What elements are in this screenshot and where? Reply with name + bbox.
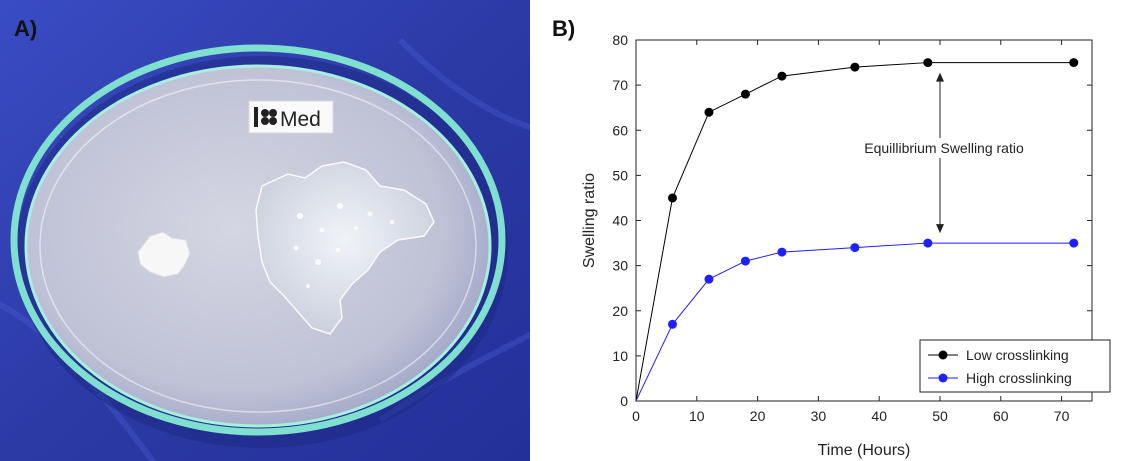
brand-label-card: Med — [248, 100, 334, 134]
x-tick-label: 70 — [1054, 408, 1070, 424]
legend-label: High crosslinking — [966, 370, 1072, 386]
series-line — [635, 242, 1074, 402]
y-tick-label: 70 — [612, 77, 628, 93]
chart-panel: B) 0 10 20 30 40 50 60 70 0 10 20 30 40 50 60 70 80 Time … — [552, 16, 1111, 459]
data-point — [740, 256, 750, 266]
data-point — [777, 71, 787, 81]
y-tick-label: 20 — [612, 303, 628, 319]
dry-sample — [137, 231, 191, 278]
photo-panel: Med A) — [0, 0, 530, 461]
annotation-arrow-head-down — [936, 224, 944, 234]
y-tick-label: 30 — [612, 258, 628, 274]
x-tick-label: 60 — [993, 408, 1009, 424]
x-tick-label: 40 — [871, 408, 887, 424]
series-line — [635, 62, 1074, 402]
series-low-crosslinking — [635, 58, 1079, 402]
data-point — [667, 319, 677, 329]
data-point — [667, 193, 677, 203]
y-tick-label: 50 — [612, 167, 628, 183]
petri-dish-rim — [10, 44, 506, 436]
panel-a-label: A) — [14, 16, 37, 41]
data-point — [850, 243, 860, 253]
legend-box — [919, 339, 1111, 393]
data-point — [704, 274, 714, 284]
x-tick-label: 10 — [689, 408, 705, 424]
x-tick-label: 30 — [811, 408, 827, 424]
y-tick-label: 0 — [620, 393, 628, 409]
y-tick-label: 40 — [612, 213, 628, 229]
data-point — [1069, 58, 1079, 68]
annotation-arrow-head-up — [936, 72, 944, 82]
data-point — [740, 89, 750, 99]
x-tick-label: 20 — [750, 408, 766, 424]
data-point — [777, 247, 787, 257]
legend-swatch-marker — [938, 373, 948, 383]
data-point — [923, 238, 933, 248]
gel-bubbles — [293, 203, 394, 288]
brand-label-text: Med — [280, 108, 321, 131]
y-tick-label: 60 — [612, 122, 628, 138]
panel-b-label: B) — [552, 16, 575, 41]
petri-dish-highlight — [39, 79, 477, 413]
data-point — [1069, 238, 1079, 248]
annotation-label-bg — [860, 138, 1028, 158]
data-point — [923, 58, 933, 68]
logo-icon — [261, 109, 277, 125]
x-axis-title: Time (Hours) — [818, 442, 911, 459]
swelling-chart: 0 10 20 30 40 50 60 70 0 10 20 30 40 50 60 70 80 Time (Ho… — [581, 32, 1111, 459]
y-axis-title: Swelling ratio — [581, 173, 598, 268]
legend-label: Low crosslinking — [966, 347, 1069, 363]
y-tick-label: 10 — [612, 348, 628, 364]
data-point — [850, 62, 860, 72]
annotation-label: Equillibrium Swelling ratio — [864, 140, 1024, 156]
legend-swatch-marker — [938, 350, 948, 360]
petri-dish-inner-rim — [24, 64, 492, 428]
data-point — [704, 107, 714, 117]
x-tick-label: 0 — [632, 408, 640, 424]
series-high-crosslinking — [635, 238, 1079, 402]
x-tick-label: 50 — [932, 408, 948, 424]
y-tick-label: 80 — [612, 32, 628, 48]
legend: Low crosslinking High crosslinking — [919, 339, 1111, 393]
swollen-hydrogel-sample — [255, 161, 435, 335]
